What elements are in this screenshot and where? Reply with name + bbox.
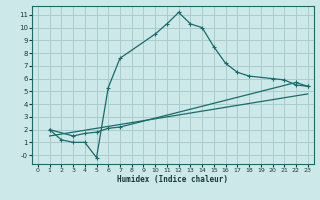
X-axis label: Humidex (Indice chaleur): Humidex (Indice chaleur) <box>117 175 228 184</box>
